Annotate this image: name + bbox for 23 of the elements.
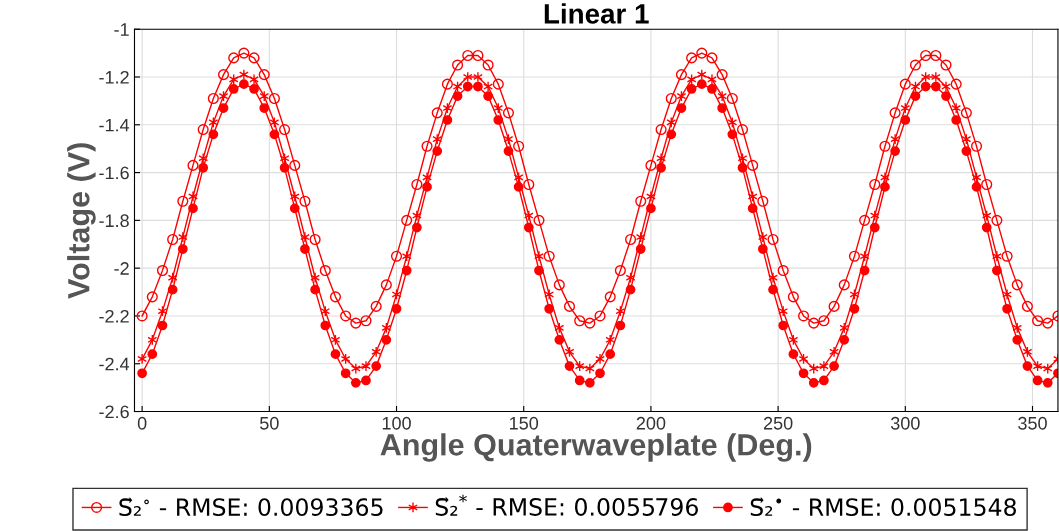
x-tick-label: 0 [137, 416, 147, 430]
x-axis-title: Angle Quaterwaveplate (Deg.) [380, 433, 812, 462]
x-tick-label: 300 [890, 416, 920, 430]
y-tick-label: -1 [114, 23, 129, 36]
legend-label: S⃗₂$^{•}$ - RMSE: 0.0051548 [750, 497, 1016, 517]
y-tick-label: -1.4 [99, 118, 130, 132]
legend-label: S⃗₂$^{*}$ - RMSE: 0.0055796 [435, 494, 698, 516]
y-tick-label: -2.4 [99, 357, 130, 371]
y-axis-title: Voltage (V) [67, 143, 96, 299]
y-tick-label: -1.8 [99, 214, 129, 228]
y-tick-label: -2.2 [99, 309, 129, 323]
chart-title: Linear 1 [544, 3, 649, 24]
y-tick-label: -1.6 [99, 166, 129, 180]
x-tick-label: 50 [260, 416, 279, 430]
y-tick-label: -2.6 [99, 405, 129, 419]
legend-label: S⃗₂$^{∘}$ - RMSE: 0.0093365 [119, 497, 383, 517]
y-tick-label: -2 [114, 262, 129, 275]
y-tick-label: -1.2 [99, 70, 129, 84]
x-tick-label: 100 [382, 416, 411, 430]
x-tick-label: 200 [636, 416, 666, 430]
x-tick-label: 350 [1018, 416, 1047, 430]
x-tick-label: 150 [510, 416, 539, 430]
x-tick-label: 250 [763, 416, 793, 430]
